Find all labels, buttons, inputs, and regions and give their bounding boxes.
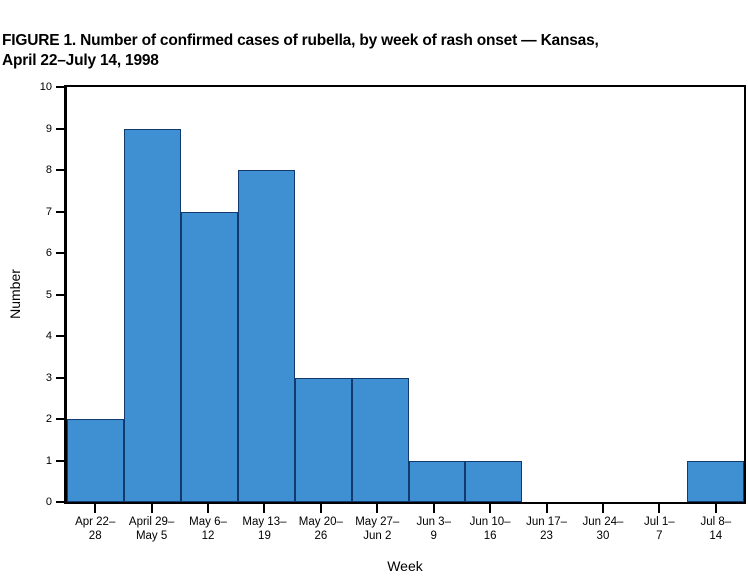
y-axis-tick bbox=[56, 501, 64, 503]
plot-area: 0 1 2 3 4 5 6 7 8 9 10 Apr 22– 28 April 29– May 5 May 6… bbox=[40, 81, 746, 542]
figure-title: FIGURE 1. Number of confirmed cases of r… bbox=[2, 31, 599, 71]
figure-title-line2: April 22–July 14, 1998 bbox=[2, 52, 159, 69]
x-axis-tick bbox=[263, 504, 266, 513]
bars-container bbox=[67, 87, 745, 502]
x-axis-tick bbox=[319, 504, 322, 513]
x-axis-tick-label: May 27– Jun 2 bbox=[355, 516, 400, 542]
x-axis-tick bbox=[432, 504, 435, 513]
x-axis-tick bbox=[150, 504, 153, 513]
x-axis-tick bbox=[94, 504, 97, 513]
x-axis-tick-label: April 29– May 5 bbox=[128, 516, 175, 542]
bar bbox=[687, 460, 745, 502]
x-axis-title: Week bbox=[387, 558, 423, 574]
bar bbox=[294, 377, 352, 502]
y-axis-tick-label: 8 bbox=[45, 164, 52, 176]
x-axis-tick bbox=[658, 504, 661, 513]
x-axis-tick bbox=[545, 504, 548, 513]
x-axis-tick-label: Jul 1– 7 bbox=[644, 516, 675, 542]
y-axis-tick bbox=[56, 376, 64, 379]
y-axis-tick bbox=[56, 86, 64, 88]
x-axis-tick-label: Jul 8– 14 bbox=[700, 516, 732, 542]
bar bbox=[123, 128, 181, 502]
y-axis-tick-label: 1 bbox=[45, 454, 52, 467]
x-axis-tick-label: Jun 17– 23 bbox=[526, 516, 567, 542]
y-axis-tick bbox=[56, 335, 64, 337]
y-axis-tick-label: 2 bbox=[45, 413, 52, 425]
x-axis-tick-label: Jun 10– 16 bbox=[469, 516, 511, 542]
y-axis-tick bbox=[56, 169, 64, 171]
x-axis-tick-label: Jun 3– 9 bbox=[416, 516, 451, 542]
x-axis-tick-label: Jun 24– 30 bbox=[582, 516, 624, 542]
y-axis-tick-label: 4 bbox=[45, 330, 52, 342]
y-axis-tick bbox=[56, 293, 64, 296]
x-axis-tick bbox=[207, 504, 210, 513]
y-axis-tick bbox=[56, 252, 64, 254]
figure-title-line1: FIGURE 1. Number of confirmed cases of r… bbox=[2, 32, 599, 49]
y-axis-tick-label: 5 bbox=[45, 288, 52, 301]
bar bbox=[465, 460, 523, 502]
x-axis-tick-label: May 6– 12 bbox=[189, 516, 227, 542]
y-axis-tick-label: 9 bbox=[45, 122, 52, 135]
x-axis-tick-label: Apr 22– 28 bbox=[75, 516, 116, 542]
bar bbox=[237, 170, 295, 502]
y-axis-tick-label: 6 bbox=[45, 247, 52, 259]
x-axis-tick bbox=[601, 504, 604, 513]
bar bbox=[408, 460, 466, 502]
bar bbox=[351, 377, 409, 502]
x-axis-tick bbox=[714, 504, 717, 513]
bar bbox=[180, 211, 238, 502]
y-axis-tick bbox=[56, 210, 64, 213]
y-axis-tick bbox=[56, 459, 64, 462]
x-axis-tick bbox=[489, 504, 492, 513]
y-axis-tick bbox=[56, 418, 64, 420]
x-axis-tick bbox=[376, 504, 379, 513]
y-axis-tick-label: 3 bbox=[45, 371, 52, 384]
y-axis-tick-label: 10 bbox=[39, 81, 52, 93]
x-axis-tick-label: May 20– 26 bbox=[298, 516, 343, 542]
y-axis-tick-label: 7 bbox=[45, 205, 52, 218]
bar bbox=[67, 419, 124, 502]
y-axis-tick-label: 0 bbox=[45, 496, 52, 508]
y-axis-tick bbox=[56, 127, 64, 130]
x-axis-tick-label: May 13– 19 bbox=[242, 516, 287, 542]
